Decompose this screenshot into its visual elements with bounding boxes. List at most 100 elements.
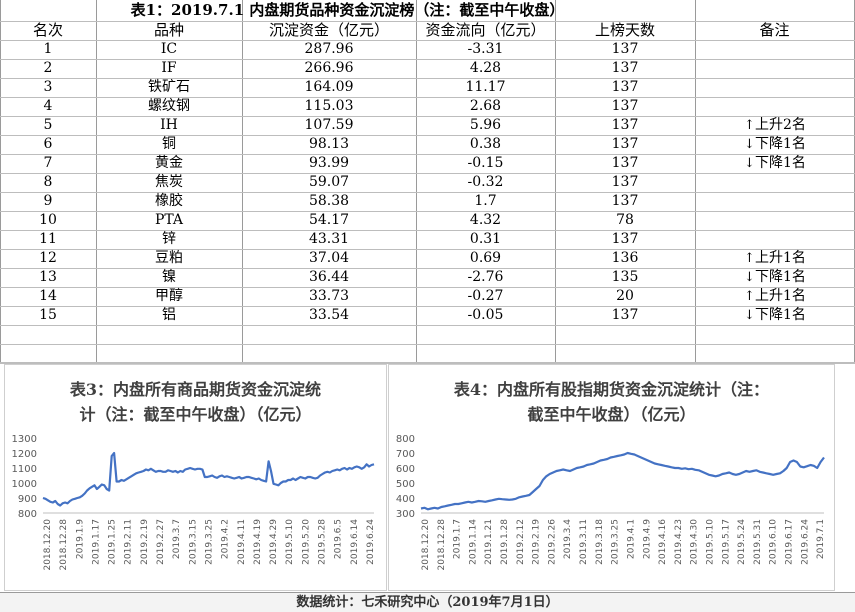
note-text: 下降1名 [755,269,806,285]
cell-rank: 11 [39,231,57,247]
grid-vline [0,0,1,362]
cell-flow: -3.31 [467,41,504,57]
series-line [420,451,825,511]
x-tick-label: 2019.1.25 [108,519,118,565]
x-tick-label: 2019.3.25 [611,519,621,565]
x-tick-label: 2019.6.10 [769,519,779,565]
cell-note: ↑上升2名 [744,116,806,135]
y-tick-label: 900 [18,494,37,505]
cell-flow: 0.69 [469,250,502,266]
y-tick-label: 800 [396,434,415,445]
chart-commodity-title: 表3：内盘所有商品期货资金沉淀统 计（注：截至中午收盘）（亿元） [5,377,386,427]
grid-hline [0,154,855,155]
x-tick-label: 2019.2.27 [156,519,166,565]
x-tick-label: 2018.12.20 [43,519,53,571]
cell-days: 137 [611,155,639,171]
chart-title-line1: 表4：内盘所有股指期货资金沉淀统计（注： [453,380,770,399]
cell-note: ↓下降1名 [744,306,806,325]
cell-funds: 33.54 [308,307,350,323]
x-tick-label: 2019.1.9 [75,519,85,559]
cell-days: 20 [616,288,634,304]
cell-name: 黄金 [155,155,183,171]
grid-hline [0,78,855,79]
grid-hline [0,249,855,250]
cell-days: 137 [611,231,639,247]
x-tick-label: 2019.4.9 [642,519,652,559]
cell-funds: 287.96 [304,41,354,57]
x-tick-label: 2019.2.12 [516,519,526,565]
cell-name: 焦炭 [155,174,183,190]
grid-hline [0,287,855,288]
cell-rank: 2 [43,60,53,76]
note-text: 上升1名 [755,250,806,266]
x-tick-label: 2019.5.31 [753,519,763,565]
grid-hline [0,344,855,345]
x-tick-label: 2019.7.1 [816,519,826,559]
note-text: 上升1名 [755,288,806,304]
cell-flow: 5.96 [469,117,502,133]
x-tick-label: 2019.6.24 [800,519,810,565]
x-tick-label: 2019.2.19 [140,519,150,565]
footer-source: 数据统计：七禾研究中心（2019年7月1日） [0,592,855,612]
cell-note: ↑上升1名 [744,287,806,306]
cell-flow: -0.05 [467,307,504,323]
cell-name: 锌 [162,231,176,247]
x-tick-label: 2018.12.28 [437,519,447,571]
x-tick-label: 2019.2.26 [547,519,557,565]
cell-funds: 33.73 [308,288,350,304]
cell-days: 137 [611,41,639,57]
cell-name: 豆粕 [155,250,183,266]
arrow-up-icon: ↑ [744,118,755,133]
header-name: 品种 [153,21,184,39]
y-tick-label: 800 [18,509,37,520]
cell-note: ↓下降1名 [744,154,806,173]
grid-hline [0,192,855,193]
cell-note: ↑上升1名 [744,249,806,268]
cell-rank: 10 [39,212,57,228]
x-tick-label: 2019.1.21 [484,519,494,565]
grid-vline [555,0,556,362]
cell-days: 137 [611,79,639,95]
grid-hline [0,325,855,326]
grid-hline [0,97,855,98]
grid-hline [0,173,855,174]
header-days: 上榜天数 [594,21,655,39]
x-tick-label: 2019.4.11 [237,519,247,565]
chart-title-line2: 截至中午收盘）（亿元） [527,405,696,424]
y-tick-label: 500 [396,479,415,490]
cell-flow: 0.31 [469,231,502,247]
grid-hline [0,230,855,231]
cell-funds: 59.07 [308,174,350,190]
x-tick-label: 2019.5.28 [317,519,327,565]
x-tick-label: 2018.12.20 [421,519,431,571]
x-tick-label: 2019.6.17 [784,519,794,565]
cell-flow: -0.15 [467,155,504,171]
y-tick-label: 1200 [12,449,37,460]
grid-hline [0,40,855,41]
cell-funds: 36.44 [308,269,350,285]
cell-days: 137 [611,60,639,76]
note-text: 下降1名 [755,155,806,171]
cell-name: IH [160,117,178,133]
note-text: 下降1名 [755,136,806,152]
cell-flow: -0.27 [467,288,504,304]
chart-commodity-panel: 表3：内盘所有商品期货资金沉淀统 计（注：截至中午收盘）（亿元） 800 900 1… [4,364,387,591]
y-tick-label: 300 [396,509,415,520]
cell-rank: 12 [39,250,57,266]
cell-note: ↓下降1名 [744,268,806,287]
x-tick-label: 2019.4.2 [221,519,231,559]
cell-flow: 11.17 [465,79,506,95]
x-tick-label: 2018.12.28 [59,519,69,571]
x-tick-label: 2019.3.25 [204,519,214,565]
arrow-up-icon: ↑ [744,289,755,304]
cell-funds: 93.99 [308,155,350,171]
cell-flow: -2.76 [467,269,504,285]
cell-flow: 2.68 [469,98,502,114]
cell-rank: 5 [43,117,53,133]
x-tick-label: 2019.2.11 [124,519,134,565]
x-tick-label: 2019.4.1 [626,519,636,559]
arrow-down-icon: ↓ [744,156,755,171]
cell-flow: 4.32 [469,212,502,228]
cell-rank: 4 [43,98,53,114]
chart-title-line2: 计（注：截至中午收盘）（亿元） [79,405,312,424]
